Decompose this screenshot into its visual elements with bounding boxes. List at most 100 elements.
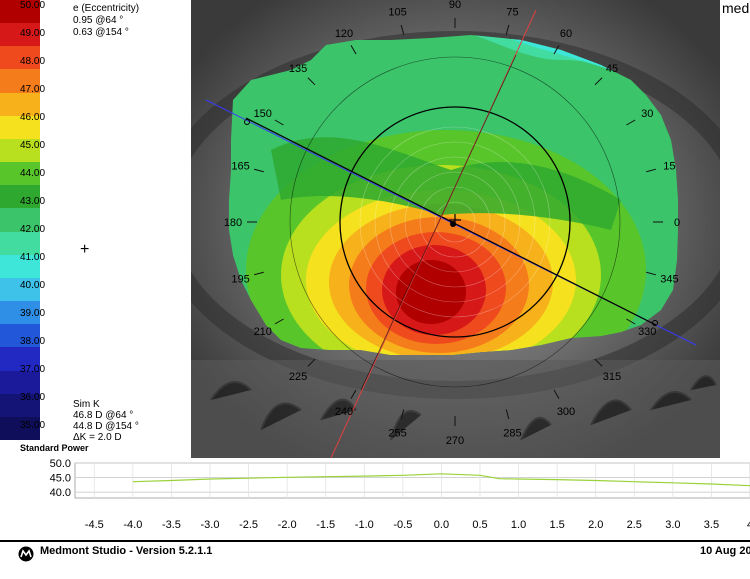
topography-map[interactable]: 9075604530150345330315300285270255240225… — [191, 0, 720, 458]
angle-label: 90 — [449, 0, 461, 11]
scale-swatch — [0, 370, 40, 395]
profile-y-tick-label: 50.0 — [50, 458, 71, 470]
angle-label: 330 — [638, 326, 656, 338]
scale-label: 36.00 — [20, 392, 46, 403]
profile-x-ticks: -4.5 -4.0 -3.5 -3.0 -2.5 -2.0 -1.5 -1.0 -0.5 0.0 0… — [85, 519, 750, 531]
profile-x-tick-label: 3.0 — [665, 519, 680, 531]
steep-axis-line — [360, 54, 517, 391]
scale-swatch — [0, 231, 40, 256]
angle-tick — [646, 271, 657, 276]
scale-swatch — [0, 162, 40, 186]
angle-tick — [553, 45, 560, 55]
profile-x-tick-label: 0.0 — [434, 519, 449, 531]
scale-label: 46.00 — [20, 112, 46, 123]
profile-x-tick-label: 1.0 — [511, 519, 526, 531]
angle-label: 270 — [446, 435, 464, 447]
profile-x-tick-label: -3.5 — [162, 519, 181, 531]
scale-swatch — [0, 23, 40, 47]
simk-delta: ΔK = 2.0 D — [73, 432, 122, 443]
angle-tick — [253, 168, 264, 173]
angle-tick — [626, 318, 636, 325]
angle-label: 120 — [335, 28, 353, 40]
placido-rings — [359, 126, 551, 318]
profile-x-tick-label: -1.5 — [316, 519, 335, 531]
profile-x-tick-label: -4.0 — [123, 519, 142, 531]
angle-label: 165 — [231, 161, 249, 173]
profile-x-tick-label: 0.5 — [472, 519, 487, 531]
scale-label: 42.00 — [20, 224, 46, 235]
profile-y-tick-label: 45.0 — [50, 473, 71, 485]
angle-tick — [274, 119, 284, 126]
angle-label: 105 — [388, 6, 406, 18]
profile-y-ticks: 50.0 45.0 40.0 — [50, 458, 71, 499]
angle-label: 345 — [660, 273, 678, 285]
scale-label: 48.00 — [20, 56, 46, 67]
angle-tick — [400, 409, 405, 420]
angle-label: 30 — [641, 108, 653, 120]
simk-readout: Sim K 46.8 D @64 ° 44.8 D @154 ° ΔK = 2.… — [73, 399, 139, 443]
scale-label: 47.00 — [20, 84, 46, 95]
profile-x-tick-label: -3.0 — [201, 519, 220, 531]
profile-x-tick-label: -2.0 — [278, 519, 297, 531]
angle-label: 0 — [674, 217, 680, 229]
angle-tick — [505, 409, 510, 420]
scale-label: 45.00 — [20, 140, 46, 151]
profile-x-tick-label: -1.0 — [355, 519, 374, 531]
exam-date: 10 Aug 20 — [700, 545, 750, 557]
angle-tick — [350, 389, 357, 399]
flat-axis-line — [245, 117, 657, 326]
scale-swatch — [0, 416, 40, 441]
angle-label: 45 — [606, 63, 618, 75]
color-scale: 50.00 49.00 48.00 47.00 46.00 45.00 44.00 43.00… — [0, 0, 70, 441]
profile-x-tick-label: -0.5 — [393, 519, 412, 531]
angle-label: 210 — [254, 326, 272, 338]
angle-tick — [350, 45, 357, 55]
map-overlay-circles — [289, 56, 621, 388]
profile-x-tick-label: -4.5 — [85, 519, 104, 531]
angle-tick — [505, 24, 510, 35]
scale-label: 38.00 — [20, 336, 46, 347]
scale-swatch — [0, 92, 40, 117]
eccentricity-readout: e (Eccentricity) 0.95 @64 ° 0.63 @154 ° — [73, 3, 139, 39]
eccentricity-title: e (Eccentricity) — [73, 3, 140, 14]
angle-label: 60 — [560, 28, 572, 40]
profile-x-tick-label: 2.5 — [627, 519, 642, 531]
angle-tick — [594, 358, 603, 367]
app-version-title: Medmont Studio - Version 5.2.1.1 — [40, 545, 213, 557]
scale-swatch — [0, 208, 40, 233]
profile-x-tick-label: 3.5 — [704, 519, 719, 531]
angle-label: 180 — [224, 217, 242, 229]
profile-y-tick-label: 40.0 — [50, 487, 71, 499]
scale-label: 44.00 — [20, 168, 46, 179]
scale-swatch — [0, 347, 40, 372]
angle-tick — [307, 358, 316, 367]
scale-swatch — [0, 301, 40, 325]
center-cross-icon — [449, 214, 461, 226]
angle-label: 300 — [557, 406, 575, 418]
scale-swatch — [0, 0, 40, 24]
scale-label: 41.00 — [20, 252, 46, 263]
angle-label: 75 — [506, 6, 518, 18]
profile-chart: 50.045.040.0 -4.5 -4.0 -3.5 -3.0 -2.5 -2.0 -1.… — [50, 458, 750, 531]
scale-label: 35.00 — [20, 420, 46, 431]
eyelashes — [210, 375, 717, 441]
angle-tick — [594, 77, 603, 86]
scale-swatch — [0, 138, 40, 163]
simk-value-2: 44.8 D @154 ° — [73, 421, 139, 432]
scale-swatch — [0, 115, 40, 140]
scale-swatch — [0, 277, 40, 302]
angle-tick — [307, 77, 316, 86]
angle-tick — [400, 24, 405, 35]
scale-label: 39.00 — [20, 308, 46, 319]
angle-label: 255 — [388, 428, 406, 440]
scale-swatch — [0, 185, 40, 209]
angle-tick — [553, 389, 560, 399]
crosshair-cursor-icon: + — [80, 241, 90, 258]
simk-value-1: 46.8 D @64 ° — [73, 410, 134, 421]
brand-label: med — [722, 0, 750, 16]
angle-label: 225 — [289, 371, 307, 383]
scale-label: 37.00 — [20, 364, 46, 375]
angle-ticks — [247, 18, 663, 426]
medmont-logo-icon — [18, 546, 34, 562]
scale-swatch — [0, 324, 40, 348]
